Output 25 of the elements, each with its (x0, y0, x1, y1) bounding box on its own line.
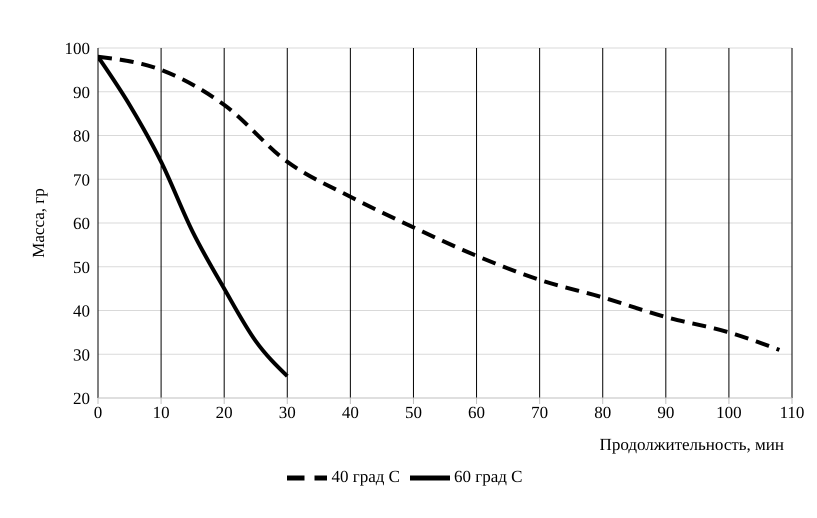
x-tick-label: 0 (94, 403, 102, 422)
legend-label: 60 град С (454, 466, 523, 486)
y-tick-label: 30 (73, 345, 90, 364)
x-tick-label: 40 (342, 403, 359, 422)
x-tick-label: 110 (780, 403, 804, 422)
x-tick-label: 80 (594, 403, 612, 422)
x-tick-label: 10 (152, 403, 170, 422)
x-tick-label: 50 (404, 403, 422, 422)
y-tick-label: 100 (64, 39, 90, 58)
x-tick-label: 20 (216, 403, 233, 422)
y-tick-label: 70 (73, 170, 90, 190)
y-tick-label: 50 (73, 258, 90, 277)
y-axis-title: Масса, гр (29, 188, 48, 258)
x-axis-title: Продолжительность, мин (600, 435, 784, 454)
y-tick-label: 20 (73, 389, 90, 408)
legend-label: 40 град С (331, 466, 400, 486)
x-tick-label: 100 (716, 403, 742, 422)
x-tick-label: 60 (468, 403, 486, 422)
y-tick-label: 60 (73, 214, 90, 234)
y-tick-label: 80 (73, 126, 90, 146)
x-tick-label: 90 (657, 403, 674, 422)
x-tick-label: 30 (278, 403, 296, 422)
y-tick-label: 40 (73, 302, 90, 321)
x-tick-label: 70 (531, 403, 548, 422)
y-tick-label: 90 (73, 82, 90, 102)
